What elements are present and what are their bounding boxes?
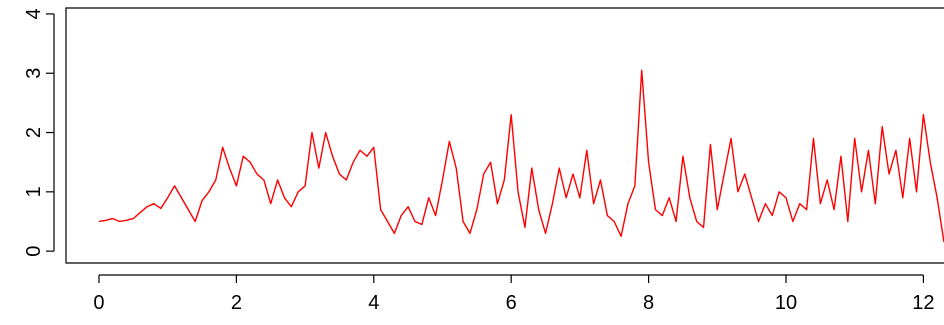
x-tick-label: 10 <box>775 292 797 314</box>
x-tick-label: 2 <box>231 292 242 314</box>
x-tick-label: 0 <box>93 292 104 314</box>
x-tick-label: 12 <box>912 292 934 314</box>
plot-frame <box>65 7 944 264</box>
x-tick-label: 8 <box>643 292 654 314</box>
y-tick-label: 2 <box>23 127 45 138</box>
x-tick-label: 6 <box>506 292 517 314</box>
plot-area <box>98 69 944 243</box>
y-tick-label: 1 <box>23 186 45 197</box>
y-tick-label: 0 <box>23 246 45 257</box>
y-tick-label: 4 <box>23 8 45 19</box>
y-tick-label: 3 <box>23 68 45 79</box>
series-line <box>98 69 944 243</box>
x-tick-label: 4 <box>368 292 379 314</box>
